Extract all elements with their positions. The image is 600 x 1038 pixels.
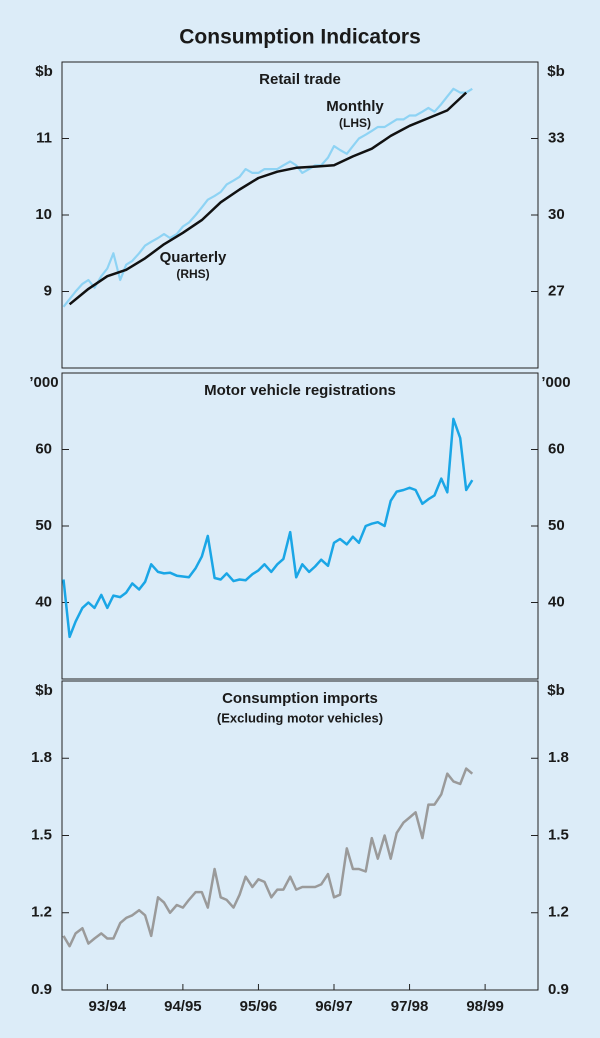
y-axis-label: ’000 bbox=[29, 374, 58, 391]
y2-tick-label: 33 bbox=[548, 129, 565, 146]
y-tick-label: 9 bbox=[44, 282, 52, 299]
panel-title: Retail trade bbox=[259, 71, 341, 88]
series-line bbox=[62, 767, 474, 948]
panel-title: Motor vehicle registrations bbox=[204, 382, 396, 399]
y-tick-label: 11 bbox=[36, 129, 52, 146]
y-tick-label: 1.5 bbox=[31, 826, 52, 843]
x-tick-label: 95/96 bbox=[240, 998, 278, 1015]
y-tick-label: 40 bbox=[35, 593, 52, 610]
series-line bbox=[68, 91, 468, 306]
y2-tick-label: 50 bbox=[548, 517, 565, 534]
y-tick-label: 1.8 bbox=[31, 749, 52, 766]
y2-tick-label: 27 bbox=[548, 282, 565, 299]
x-tick-label: 98/99 bbox=[466, 998, 504, 1015]
series-label: Quarterly bbox=[160, 249, 227, 266]
panel-title: Consumption imports bbox=[222, 690, 378, 707]
y-tick-label: 1.2 bbox=[31, 904, 52, 921]
y-tick-label: 60 bbox=[35, 440, 52, 457]
y2-tick-label: 1.2 bbox=[548, 904, 569, 921]
series-axis-note: (LHS) bbox=[339, 116, 371, 130]
y-tick-label: 10 bbox=[35, 206, 52, 223]
y2-axis-label: $b bbox=[547, 63, 565, 80]
y2-tick-label: 30 bbox=[548, 206, 565, 223]
y-tick-label: 0.9 bbox=[31, 981, 52, 998]
y-axis-label: $b bbox=[35, 63, 53, 80]
x-tick-label: 93/94 bbox=[89, 998, 127, 1015]
y2-tick-label: 0.9 bbox=[548, 981, 569, 998]
y2-tick-label: 40 bbox=[548, 593, 565, 610]
y2-tick-label: 60 bbox=[548, 440, 565, 457]
x-tick-label: 97/98 bbox=[391, 998, 429, 1015]
series-axis-note: (RHS) bbox=[176, 267, 209, 281]
y2-axis-label: ’000 bbox=[541, 374, 570, 391]
y2-axis-label: $b bbox=[547, 682, 565, 699]
y-axis-label: $b bbox=[35, 682, 53, 699]
panel-subtitle: (Excluding motor vehicles) bbox=[217, 710, 383, 725]
chart-title: Consumption Indicators bbox=[179, 26, 421, 49]
x-tick-label: 96/97 bbox=[315, 998, 353, 1015]
x-tick-label: 94/95 bbox=[164, 998, 202, 1015]
series-line bbox=[62, 87, 473, 308]
y2-tick-label: 1.5 bbox=[548, 826, 569, 843]
series-line bbox=[62, 417, 474, 639]
series-label: Monthly bbox=[326, 98, 384, 115]
y2-tick-label: 1.8 bbox=[548, 749, 569, 766]
y-tick-label: 50 bbox=[35, 517, 52, 534]
